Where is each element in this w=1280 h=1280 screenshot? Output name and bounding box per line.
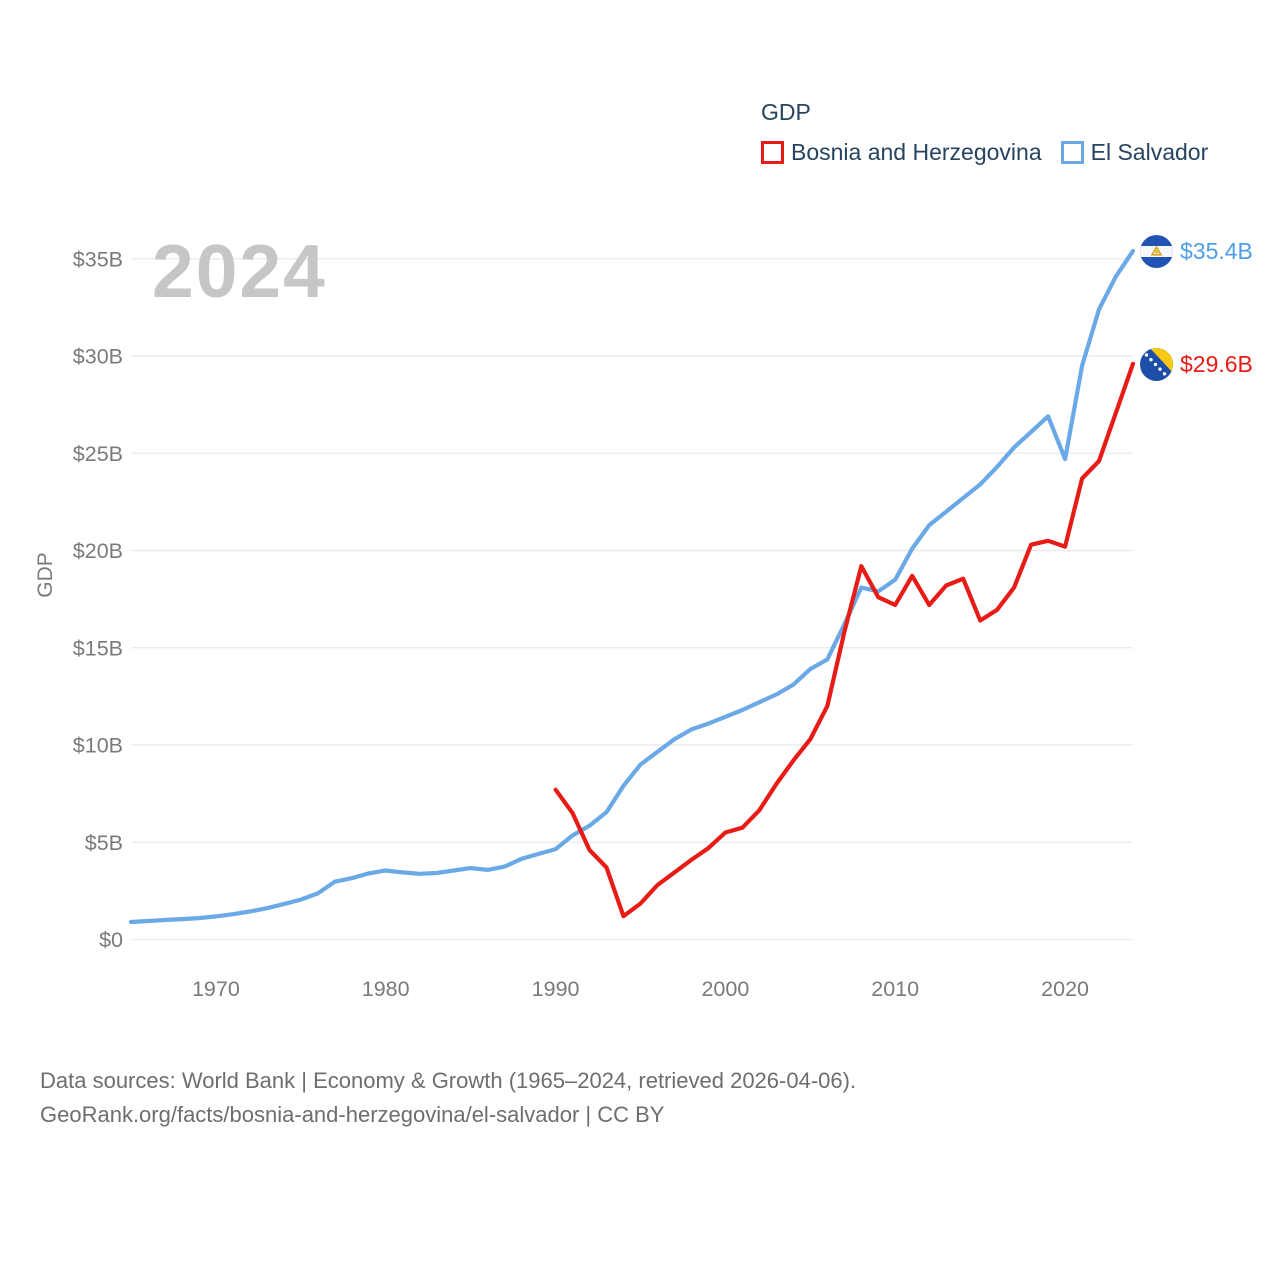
x-tick-label: 1970 [192, 977, 240, 1001]
end-label-bosnia-and-herzegovina: $29.6B [1140, 348, 1253, 381]
legend-label: Bosnia and Herzegovina [791, 139, 1042, 165]
watermark-year: 2024 [152, 229, 327, 313]
footer: Data sources: World Bank | Economy & Gro… [40, 1064, 856, 1132]
y-tick-label: $5B [85, 831, 123, 855]
legend-swatch-red-icon [761, 141, 784, 164]
attribution-text: GeoRank.org/facts/bosnia-and-herzegovina… [40, 1102, 665, 1127]
y-tick-label: $30B [73, 345, 123, 369]
el-salvador-flag-icon [1140, 235, 1173, 268]
y-axis-title: GDP [34, 552, 57, 598]
legend-swatch-blue-icon [1060, 141, 1084, 164]
legend-label: El Salvador [1090, 139, 1209, 165]
y-tick-label: $10B [73, 734, 123, 758]
y-tick-label: $35B [73, 247, 123, 271]
y-tick-label: $25B [73, 442, 123, 466]
y-tick-label: $0 [99, 928, 123, 952]
end-label-el-salvador: $35.4B [1140, 235, 1253, 268]
legend-item-bosnia-and-herzegovina[interactable]: Bosnia and Herzegovina [761, 139, 1042, 166]
series-line-bosnia-and-herzegovina[interactable] [553, 361, 1136, 919]
x-tick-label: 2000 [701, 977, 749, 1001]
end-value-el-salvador: $35.4B [1180, 238, 1253, 264]
y-tick-label: $20B [73, 539, 123, 563]
x-tick-label: 2010 [871, 977, 919, 1001]
end-value-bosnia-and-herzegovina: $29.6B [1180, 351, 1253, 377]
x-tick-label: 2020 [1041, 977, 1089, 1001]
chart-legend: GDP Bosnia and Herzegovina El Salvador [761, 99, 1208, 166]
bosnia-and-herzegovina-flag-icon [1140, 348, 1173, 381]
y-tick-label: $15B [73, 636, 123, 660]
x-tick-label: 1980 [362, 977, 410, 1001]
data-sources-text: Data sources: World Bank | Economy & Gro… [40, 1068, 857, 1093]
series-line-el-salvador[interactable] [128, 248, 1136, 925]
x-tick-label: 1990 [532, 977, 580, 1001]
legend-row: Bosnia and Herzegovina El Salvador [761, 139, 1208, 166]
legend-item-el-salvador[interactable]: El Salvador [1060, 139, 1209, 166]
legend-title: GDP [761, 99, 811, 125]
